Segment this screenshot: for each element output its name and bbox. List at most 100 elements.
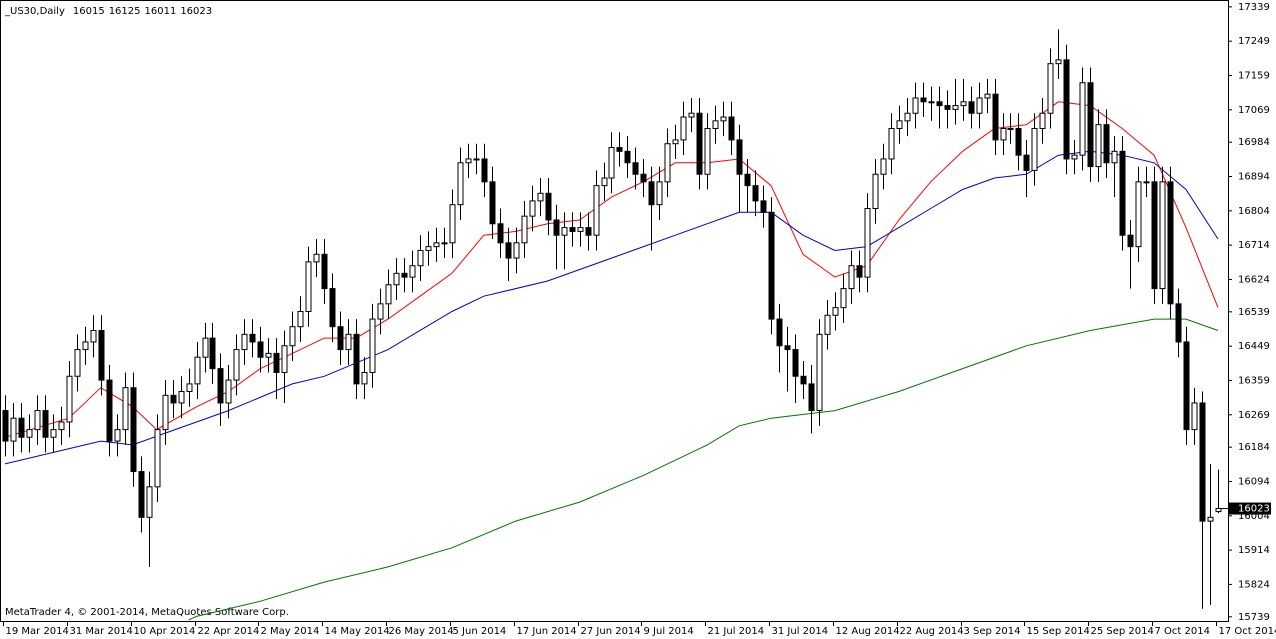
y-tick-label: 15914 bbox=[1238, 545, 1270, 556]
candle-body bbox=[569, 227, 576, 232]
candle-body bbox=[1199, 402, 1206, 522]
candle-body bbox=[992, 93, 999, 141]
candle-body bbox=[1023, 154, 1030, 171]
candle-body bbox=[521, 215, 528, 244]
candle-body bbox=[640, 173, 647, 183]
candle-body bbox=[1007, 127, 1014, 130]
candle-body bbox=[824, 314, 831, 335]
candle-body bbox=[1183, 341, 1190, 431]
candle-body bbox=[952, 105, 959, 110]
candle-body bbox=[848, 265, 855, 290]
candle-body bbox=[593, 185, 600, 236]
candle-body bbox=[832, 307, 839, 316]
candle-body bbox=[281, 345, 288, 373]
x-tick-label: 26 May 2014 bbox=[389, 626, 454, 637]
x-tick-label: 17 Oct 2014 bbox=[1219, 626, 1276, 637]
candle-body bbox=[505, 242, 512, 259]
low-value: 16011 bbox=[145, 6, 177, 17]
y-tick-label: 16894 bbox=[1238, 172, 1270, 183]
candle-body bbox=[529, 200, 536, 217]
candle-body bbox=[656, 181, 663, 206]
ma-line bbox=[4, 101, 1219, 438]
footer: MetaTrader 4, © 2001-2014, MetaQuotes So… bbox=[5, 607, 289, 618]
y-tick-label: 17249 bbox=[1238, 36, 1270, 47]
candle-body bbox=[561, 227, 568, 236]
candle-body bbox=[664, 143, 671, 183]
y-tick-label: 16184 bbox=[1238, 442, 1270, 453]
candle-body bbox=[209, 337, 216, 370]
candle-body bbox=[976, 97, 983, 114]
candle-body bbox=[513, 242, 520, 259]
candle-body bbox=[1015, 127, 1022, 156]
candle-body bbox=[553, 219, 560, 236]
candle-body bbox=[1047, 63, 1054, 114]
candle-body bbox=[257, 341, 264, 358]
y-tick-label: 15824 bbox=[1238, 579, 1270, 590]
candle-body bbox=[393, 272, 400, 286]
candle-body bbox=[1167, 181, 1174, 305]
candle-body bbox=[577, 227, 584, 232]
candle-body bbox=[608, 147, 615, 179]
candle-body bbox=[361, 371, 368, 385]
candle-body bbox=[170, 394, 177, 404]
x-tick-label: 31 Jul 2014 bbox=[772, 626, 829, 637]
candle-body bbox=[369, 318, 376, 373]
candle-body bbox=[648, 181, 655, 206]
candle-body bbox=[194, 356, 201, 385]
candle-body bbox=[58, 421, 65, 431]
candle-body bbox=[465, 158, 472, 164]
y-tick-label: 16269 bbox=[1238, 410, 1270, 421]
candle-body bbox=[233, 349, 240, 381]
candle-body bbox=[1055, 59, 1062, 65]
candle-body bbox=[1063, 59, 1070, 160]
candle-body bbox=[1215, 508, 1222, 513]
candle-body bbox=[1000, 127, 1007, 141]
candle-body bbox=[297, 310, 304, 328]
x-tick-label: 19 Mar 2014 bbox=[6, 626, 69, 637]
candle-body bbox=[704, 127, 711, 175]
candle-body bbox=[217, 368, 224, 404]
candle-body bbox=[545, 192, 552, 221]
y-tick-label: 17159 bbox=[1238, 70, 1270, 81]
candle-body bbox=[888, 127, 895, 160]
y-tick-label: 16714 bbox=[1238, 240, 1270, 251]
y-tick-label: 15739 bbox=[1238, 612, 1270, 623]
candle-body bbox=[329, 288, 336, 328]
candle-body bbox=[50, 429, 57, 438]
candle-body bbox=[872, 173, 879, 210]
candle-body bbox=[90, 330, 97, 343]
candle-body bbox=[162, 394, 169, 431]
candle-body bbox=[481, 158, 488, 183]
candle-body bbox=[385, 284, 392, 305]
candle-body bbox=[1191, 402, 1198, 431]
candle-body bbox=[896, 120, 903, 129]
candle-body bbox=[736, 139, 743, 175]
candle-body bbox=[632, 162, 639, 175]
candle-body bbox=[672, 139, 679, 145]
candle-body bbox=[1079, 82, 1086, 156]
y-tick-label: 16004 bbox=[1238, 511, 1270, 522]
candle-body bbox=[130, 387, 137, 473]
candle-body bbox=[936, 101, 943, 107]
chart-title: _US30,Daily 16015 16125 16011 16023 bbox=[4, 6, 212, 17]
candle-body bbox=[1103, 124, 1110, 164]
candle-body bbox=[904, 112, 911, 122]
candle-body bbox=[1095, 124, 1102, 168]
candle-body bbox=[537, 192, 544, 202]
candle-body bbox=[920, 97, 927, 103]
candle-body bbox=[1151, 181, 1158, 290]
symbol: _US30,Daily bbox=[4, 6, 65, 17]
candle-body bbox=[202, 337, 209, 358]
candle-body bbox=[74, 349, 81, 377]
candle-body bbox=[473, 158, 480, 161]
candle-body bbox=[497, 223, 504, 244]
candle-body bbox=[1039, 112, 1046, 129]
candle-body bbox=[1143, 181, 1150, 184]
candle-body bbox=[138, 471, 145, 518]
x-tick-label: 10 Apr 2014 bbox=[134, 626, 196, 637]
candle-body bbox=[752, 185, 759, 202]
x-tick-label: 14 May 2014 bbox=[325, 626, 390, 637]
candle-body bbox=[401, 272, 408, 278]
candle-body bbox=[417, 249, 424, 267]
